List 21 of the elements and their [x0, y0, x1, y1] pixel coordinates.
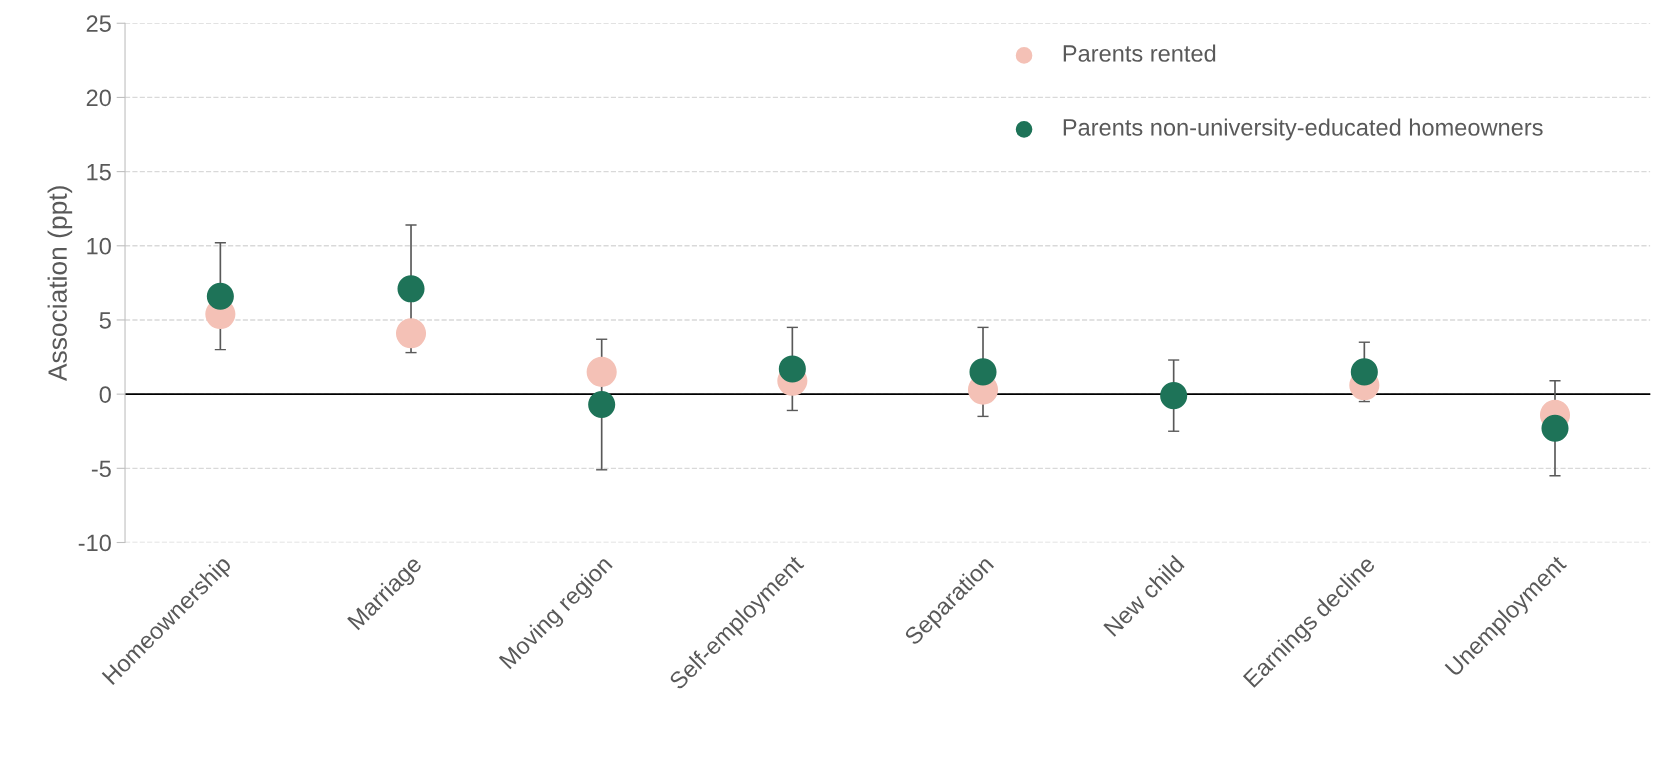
- y-tick-label: -10: [78, 534, 111, 552]
- point: [1541, 414, 1569, 442]
- point: [778, 355, 806, 383]
- y-tick-label: 15: [87, 163, 111, 181]
- y-tick-label: 10: [87, 237, 111, 255]
- point: [397, 275, 425, 303]
- point: [1350, 358, 1378, 386]
- legend-label: Parents rented: [1063, 44, 1216, 62]
- point: [586, 356, 617, 387]
- legend-label: Parents non-university-educated homeowners: [1063, 118, 1543, 141]
- point: [206, 282, 234, 310]
- y-tick-label: 20: [86, 89, 111, 107]
- y-tick-label: 0: [99, 386, 111, 403]
- y-tick-label: -5: [91, 460, 111, 478]
- y-axis-title: Association (ppt): [47, 186, 73, 382]
- point: [1160, 382, 1188, 410]
- point: [588, 390, 616, 419]
- point: [969, 358, 997, 386]
- point: [395, 318, 427, 349]
- y-tick-label: 5: [99, 312, 111, 329]
- y-tick-label: 25: [86, 15, 111, 33]
